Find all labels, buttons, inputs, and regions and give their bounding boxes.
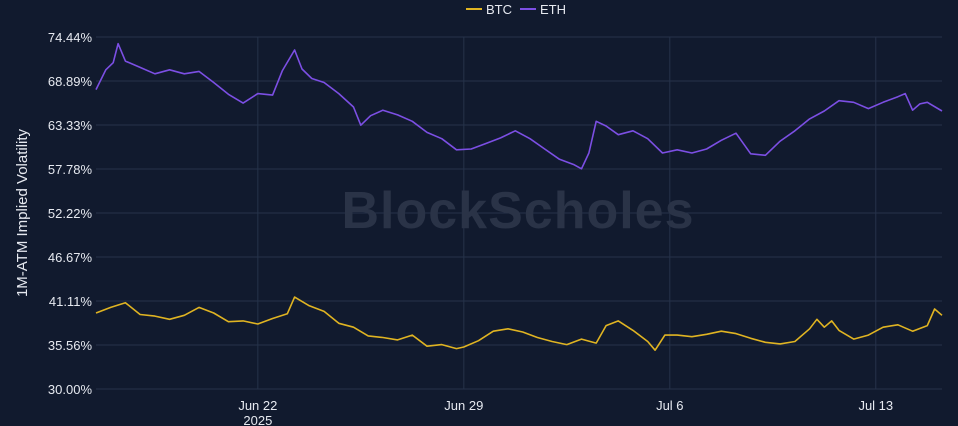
y-tick-label: 41.11% — [49, 294, 93, 309]
x-tick-label: Jun 29 — [444, 398, 483, 413]
x-tick-year-label: 2025 — [243, 413, 272, 426]
watermark: BlockScholes — [341, 182, 694, 240]
legend: BTC ETH — [466, 2, 566, 17]
series-layer — [95, 42, 943, 351]
x-tick-label: Jun 22 — [238, 398, 277, 413]
x-tick-label: Jul 6 — [656, 398, 683, 413]
y-tick-label: 74.44% — [48, 30, 93, 45]
y-axis-ticks: 74.44% 68.89% 63.33% 57.78% 52.22% 46.67% 41.1… — [48, 30, 93, 397]
y-tick-label: 35.56% — [48, 338, 93, 353]
y-tick-label: 57.78% — [48, 162, 93, 177]
y-tick-label: 63.33% — [48, 118, 93, 133]
y-axis-label: 1M-ATM Implied Volatility — [14, 128, 31, 297]
series-line-eth — [95, 42, 943, 170]
y-tick-label: 68.89% — [48, 74, 93, 89]
y-tick-label: 30.00% — [48, 382, 93, 397]
x-tick-label: Jul 13 — [858, 398, 893, 413]
legend-label-btc: BTC — [486, 2, 512, 17]
y-tick-label: 52.22% — [48, 206, 93, 221]
legend-label-eth: ETH — [540, 2, 566, 17]
series-line-btc — [95, 296, 943, 351]
y-tick-label: 46.67% — [48, 250, 93, 265]
